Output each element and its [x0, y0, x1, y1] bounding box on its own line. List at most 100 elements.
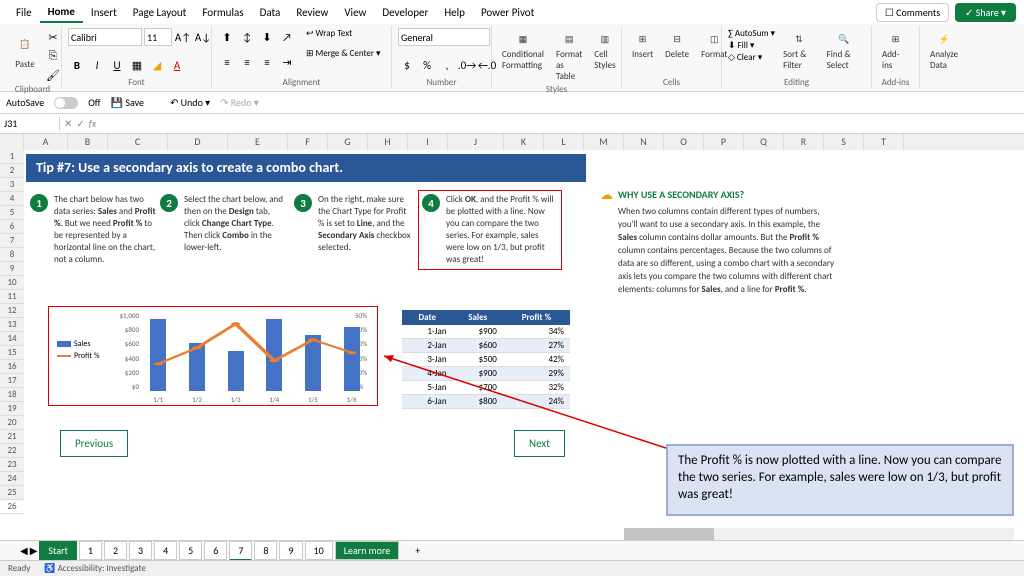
row-header[interactable]: 12: [0, 304, 24, 318]
col-header[interactable]: A: [24, 134, 68, 150]
addins-button[interactable]: ⊞Add-ins: [878, 28, 913, 73]
merge-center-button[interactable]: ⊞ Merge & Center ▾: [306, 48, 381, 59]
sheet-tab-9[interactable]: 9: [279, 541, 302, 560]
row-header[interactable]: 4: [0, 192, 24, 206]
cell-styles-button[interactable]: ▥Cell Styles: [590, 28, 619, 73]
fill-color-button[interactable]: ◢: [148, 56, 166, 74]
sheet-nav-next-icon[interactable]: ▶: [30, 544, 38, 557]
col-header[interactable]: I: [408, 134, 448, 150]
percent-icon[interactable]: %: [418, 56, 436, 74]
sheet-tab-7[interactable]: 7: [229, 541, 252, 561]
format-as-table-button[interactable]: ▤Format as Table: [552, 28, 586, 84]
row-header[interactable]: 3: [0, 178, 24, 192]
save-button[interactable]: 💾 Save: [111, 96, 144, 109]
sheet-tab-5[interactable]: 5: [179, 541, 202, 560]
cancel-icon[interactable]: ✕: [64, 117, 72, 130]
bold-button[interactable]: B: [68, 56, 86, 74]
tab-home[interactable]: Home: [40, 2, 83, 23]
tab-formulas[interactable]: Formulas: [194, 3, 251, 22]
tab-power-pivot[interactable]: Power Pivot: [473, 3, 542, 22]
number-format-select[interactable]: [398, 28, 490, 46]
col-header[interactable]: T: [864, 134, 904, 150]
sheet-start[interactable]: Start: [39, 541, 76, 560]
row-header[interactable]: 2: [0, 164, 24, 178]
col-header[interactable]: S: [824, 134, 864, 150]
conditional-formatting-button[interactable]: ▦Conditional Formatting: [498, 28, 548, 73]
tab-view[interactable]: View: [336, 3, 374, 22]
insert-cells-button[interactable]: ⊞Insert: [628, 28, 657, 62]
row-header[interactable]: 11: [0, 290, 24, 304]
name-box[interactable]: J31: [0, 117, 60, 130]
delete-cells-button[interactable]: ⊟Delete: [661, 28, 693, 62]
underline-button[interactable]: U: [108, 56, 126, 74]
row-header[interactable]: 23: [0, 458, 24, 472]
comments-button[interactable]: ☐ Comments: [876, 3, 949, 22]
row-header[interactable]: 8: [0, 248, 24, 262]
col-header[interactable]: F: [288, 134, 328, 150]
font-size-select[interactable]: [144, 28, 172, 46]
redo-button[interactable]: ↷ Redo ▾: [220, 96, 259, 109]
sheet-tab-3[interactable]: 3: [129, 541, 152, 560]
fill-button[interactable]: ⬇ Fill ▾: [728, 40, 775, 51]
row-header[interactable]: 9: [0, 262, 24, 276]
accessibility-status[interactable]: ♿ Accessibility: Investigate: [44, 563, 146, 574]
format-painter-icon[interactable]: 🖌: [44, 66, 62, 84]
row-header[interactable]: 21: [0, 430, 24, 444]
col-header[interactable]: K: [504, 134, 544, 150]
row-header[interactable]: 6: [0, 220, 24, 234]
row-header[interactable]: 25: [0, 486, 24, 500]
row-header[interactable]: 22: [0, 444, 24, 458]
tab-review[interactable]: Review: [288, 3, 336, 22]
col-header[interactable]: O: [664, 134, 704, 150]
border-button[interactable]: ▦: [128, 56, 146, 74]
data-table[interactable]: DateSalesProfit % 1-Jan$90034%2-Jan$6002…: [402, 310, 570, 409]
autosave-toggle[interactable]: [54, 97, 78, 109]
row-header[interactable]: 19: [0, 402, 24, 416]
sheet-tab-1[interactable]: 1: [79, 541, 102, 560]
row-header[interactable]: 24: [0, 472, 24, 486]
font-color-button[interactable]: A: [168, 56, 186, 74]
align-middle-icon[interactable]: ↕: [238, 28, 256, 46]
cut-icon[interactable]: ✂: [44, 28, 62, 46]
italic-button[interactable]: I: [88, 56, 106, 74]
tab-developer[interactable]: Developer: [374, 3, 436, 22]
analyze-data-button[interactable]: ⚡Analyze Data: [926, 28, 962, 73]
tab-data[interactable]: Data: [252, 3, 289, 22]
col-header[interactable]: E: [228, 134, 288, 150]
clear-button[interactable]: ◇ Clear ▾: [728, 52, 775, 63]
tab-file[interactable]: File: [8, 3, 40, 22]
next-button[interactable]: Next: [514, 430, 565, 457]
sheet-tab-6[interactable]: 6: [204, 541, 227, 560]
row-header[interactable]: 7: [0, 234, 24, 248]
font-name-select[interactable]: [68, 28, 142, 46]
align-bottom-icon[interactable]: ⬇: [258, 28, 276, 46]
row-header[interactable]: 13: [0, 318, 24, 332]
combo-chart[interactable]: $1,000$800$600$400$200$0 50%40%30%20%10%…: [48, 306, 378, 406]
col-header[interactable]: N: [624, 134, 664, 150]
align-left-icon[interactable]: ≡: [218, 53, 236, 71]
col-header[interactable]: C: [108, 134, 168, 150]
col-header[interactable]: M: [584, 134, 624, 150]
row-header[interactable]: 10: [0, 276, 24, 290]
row-header[interactable]: 14: [0, 332, 24, 346]
sheet-tab-8[interactable]: 8: [254, 541, 277, 560]
increase-font-icon[interactable]: A↑: [174, 28, 192, 46]
comma-icon[interactable]: ,: [438, 56, 456, 74]
row-header[interactable]: 26: [0, 500, 24, 514]
currency-icon[interactable]: $: [398, 56, 416, 74]
enter-icon[interactable]: ✓: [76, 117, 84, 130]
paste-button[interactable]: 📋Paste: [10, 28, 40, 72]
col-header[interactable]: P: [704, 134, 744, 150]
tab-insert[interactable]: Insert: [83, 3, 125, 22]
col-header[interactable]: B: [68, 134, 108, 150]
tab-help[interactable]: Help: [436, 3, 473, 22]
orientation-icon[interactable]: ↗: [278, 28, 296, 46]
sheet-tab-4[interactable]: 4: [154, 541, 177, 560]
row-header[interactable]: 16: [0, 360, 24, 374]
fx-icon[interactable]: fx: [89, 117, 96, 130]
indent-icon[interactable]: ⇥: [278, 53, 296, 71]
previous-button[interactable]: Previous: [60, 430, 128, 457]
col-header[interactable]: J: [448, 134, 504, 150]
col-header[interactable]: D: [168, 134, 228, 150]
tab-page-layout[interactable]: Page Layout: [125, 3, 195, 22]
